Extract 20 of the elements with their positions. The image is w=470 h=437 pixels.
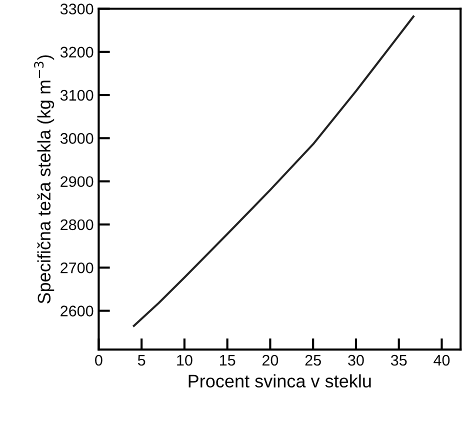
y-tick-label: 3300 — [60, 4, 94, 14]
x-tick-label: 40 — [434, 354, 450, 366]
x-tick-label: 20 — [262, 354, 278, 366]
y-tick-label: 3000 — [60, 133, 94, 144]
x-tick-label: 25 — [305, 354, 321, 366]
y-tick-label: 2700 — [60, 262, 94, 274]
y-tick-label: 3200 — [60, 46, 94, 58]
x-tick-label: 15 — [220, 355, 236, 366]
y-axis-title: Specifična teža stekla (kg m$^{−3}$) — [34, 55, 54, 304]
y-tick-label: 2900 — [60, 176, 94, 188]
x-tick-label: 35 — [390, 354, 407, 366]
x-tick-label: 0 — [95, 354, 102, 366]
y-tick-label: 2800 — [60, 219, 94, 230]
x-tick-label: 30 — [348, 354, 364, 366]
y-tick-label: 3100 — [60, 90, 94, 101]
x-tick-label: 10 — [177, 354, 192, 366]
x-tick-label: 5 — [138, 355, 146, 366]
y-tick-label: 2600 — [60, 306, 94, 316]
line-series — [132, 15, 414, 327]
x-axis-title: Procent svinca v steklu — [188, 374, 371, 388]
